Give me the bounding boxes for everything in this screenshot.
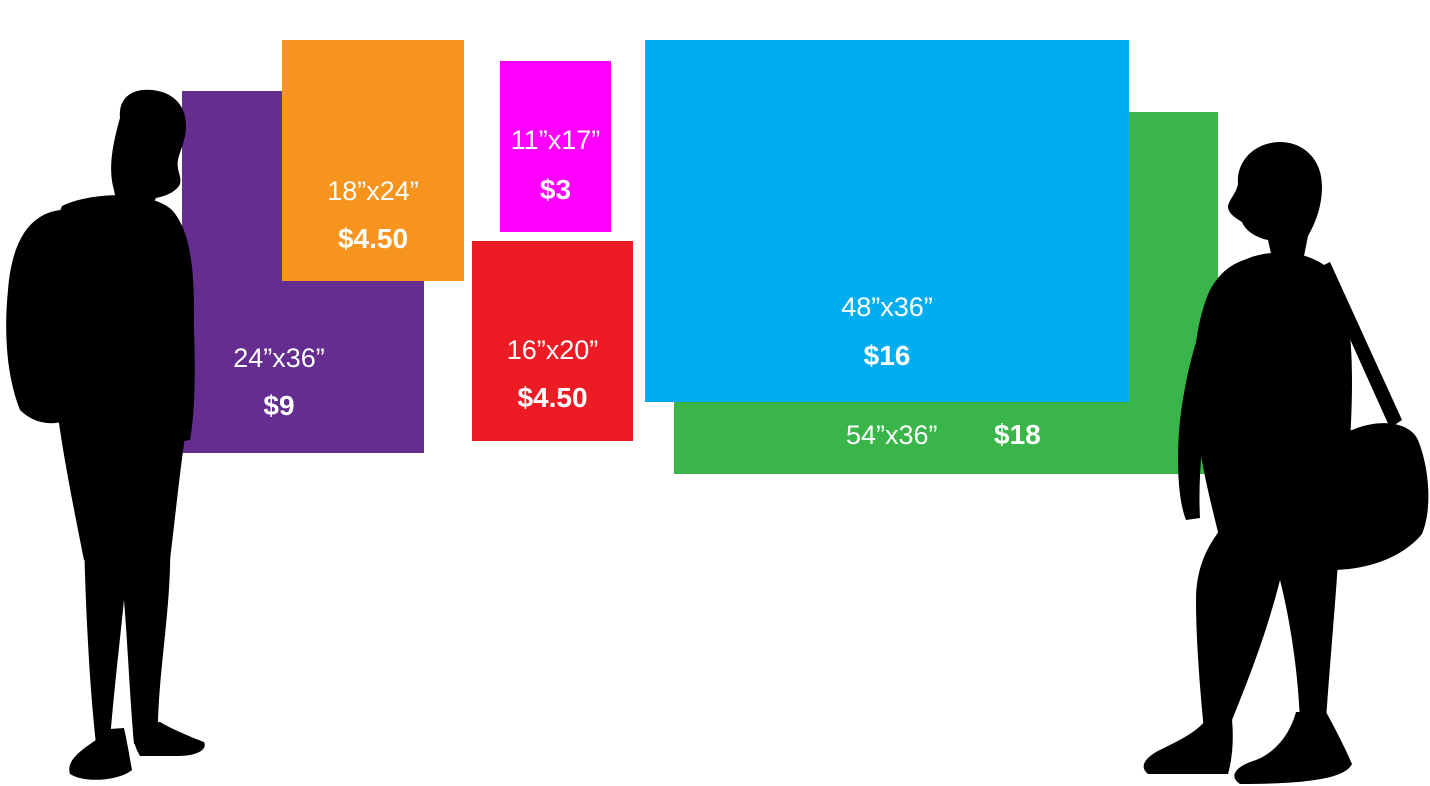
poster-18x24: 18”x24” $4.50 [282,40,464,281]
poster-48x36: 48”x36” $16 [645,40,1129,402]
poster-size-label: 24”x36” [233,343,325,373]
poster-price-label: $18 [994,419,1041,450]
poster-size-label: 18”x24” [327,176,419,206]
poster-size-label: 54”x36” [846,420,938,450]
poster-price-label: $4.50 [337,223,409,254]
poster-16x20: 16”x20” $4.50 [472,241,633,441]
poster-size-label: 48”x36” [841,292,933,322]
poster-size-label: 16”x20” [506,335,599,365]
poster-11x17: 11”x17” $3 [500,61,611,232]
poster-price-label: $4.50 [517,382,588,413]
poster-price-label: $9 [263,390,295,421]
poster-price-label: $3 [539,174,572,205]
poster-size-label: 11”x17” [510,125,601,155]
poster-price-label: $16 [863,340,911,371]
